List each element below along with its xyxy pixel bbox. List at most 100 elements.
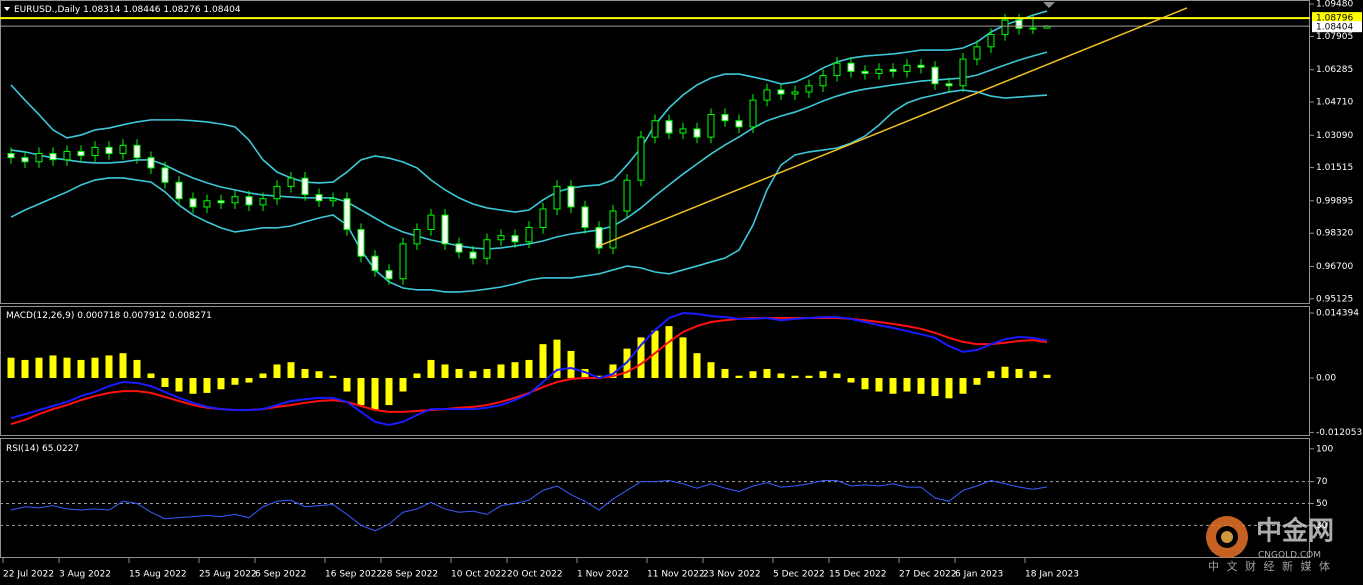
candle-body: [637, 136, 645, 181]
candle-body: [973, 46, 981, 60]
candle-body: [847, 62, 855, 72]
y-tick-label: 1.09480: [1316, 0, 1353, 10]
y-tick-label: 1.06285: [1316, 65, 1353, 75]
y-tick-label: 0.99895: [1316, 196, 1353, 206]
macd-bar: [525, 359, 533, 378]
candle-body: [665, 120, 673, 134]
candle-body: [343, 198, 351, 231]
macd-bar: [259, 373, 267, 378]
candle-body: [21, 157, 29, 163]
macd-bar: [749, 371, 757, 378]
macd-bar: [455, 368, 463, 378]
candle-body: [483, 239, 491, 259]
macd-bar: [875, 377, 883, 392]
candle-body: [413, 229, 421, 245]
candle-body: [301, 177, 309, 196]
candle-body: [77, 150, 85, 157]
watermark: 中金网 CNGOLD.COM 中 文 财 经 新 媒 体: [1206, 516, 1334, 573]
macd-bar: [357, 377, 365, 406]
macd-bar: [917, 377, 925, 394]
macd-bar: [1015, 368, 1023, 378]
candle-body: [231, 196, 239, 204]
y-tick-label: 100: [1316, 444, 1333, 454]
macd-bar: [469, 371, 477, 378]
trendline: [598, 7, 1188, 247]
macd-bar: [119, 353, 127, 378]
macd-bar: [161, 377, 169, 388]
candle-body: [623, 179, 631, 212]
macd-bar: [175, 377, 183, 392]
candle-body: [189, 198, 197, 208]
macd-bar: [133, 359, 141, 378]
macd-bar: [49, 355, 57, 378]
macd-bar: [609, 364, 617, 378]
candle-body: [441, 214, 449, 245]
candle-body: [49, 153, 57, 161]
candle-body: [819, 75, 827, 87]
macd-bar: [637, 337, 645, 378]
x-tick-label: 15 Dec 2022: [829, 570, 887, 580]
y-tick-label: 1.03090: [1316, 131, 1353, 141]
macd-bar: [63, 357, 71, 378]
y-tick-label: -0.012053: [1316, 428, 1362, 438]
macd-bar: [343, 377, 351, 392]
watermark-slogan: 中 文 财 经 新 媒 体: [1208, 559, 1332, 573]
candle-body: [651, 120, 659, 138]
candle-body: [791, 91, 799, 95]
candle-body: [105, 146, 113, 155]
level-label: 1.08796: [1316, 14, 1353, 24]
candle-body: [315, 194, 323, 202]
candle-body: [539, 208, 547, 228]
bollinger-upper: [10, 10, 1048, 213]
macd-bar: [903, 377, 911, 392]
candle-body: [987, 33, 995, 48]
rsi-header: RSI(14) 65.0227: [6, 444, 79, 454]
macd-line: [10, 311, 1048, 426]
menu-arrow: [4, 7, 10, 11]
x-tick-label: 11 Nov 2022: [647, 570, 705, 580]
level-label-bg: [1312, 12, 1362, 24]
macd-bar: [721, 368, 729, 378]
candle-body: [1029, 27, 1037, 30]
macd-bar: [819, 371, 827, 378]
macd-bar: [931, 377, 939, 397]
x-tick-label: 22 Jul 2022: [3, 570, 54, 580]
candle-body: [329, 198, 337, 202]
macd-bar: [567, 350, 575, 378]
macd-bar: [105, 355, 113, 378]
rsi-panel: [0, 438, 1310, 558]
macd-bar: [189, 377, 197, 394]
candle-body: [511, 235, 519, 243]
macd-bar: [413, 373, 421, 378]
candle-body: [567, 185, 575, 208]
rsi-title: RSI(14): [6, 444, 39, 454]
x-tick-label: 3 Aug 2022: [59, 570, 111, 580]
y-tick-label: 1.07905: [1316, 32, 1353, 42]
shift-marker: [1043, 2, 1055, 8]
macd-bar: [805, 375, 813, 378]
candle-body: [553, 185, 561, 210]
candle-body: [861, 70, 869, 74]
y-tick-label: 0.014394: [1316, 309, 1359, 319]
macd-bar: [217, 377, 225, 390]
candle-body: [763, 89, 771, 101]
x-tick-label: 1 Nov 2022: [577, 570, 629, 580]
candle-body: [273, 185, 281, 200]
candle-body: [875, 68, 883, 74]
rsi-value: 65.0227: [42, 444, 79, 454]
candle-body: [917, 64, 925, 68]
candle-body: [287, 177, 295, 187]
plot-area: [0, 3, 1314, 563]
macd-bar: [959, 377, 967, 394]
x-tick-label: 6 Sep 2022: [255, 570, 306, 580]
open-value: 1.08314: [83, 5, 120, 15]
macd-bar: [539, 344, 547, 378]
candle-body: [357, 229, 365, 257]
macd-bar: [581, 368, 589, 378]
x-tick-label: 18 Jan 2023: [1025, 570, 1079, 580]
x-tick-label: 25 Aug 2022: [199, 570, 257, 580]
candle-body: [371, 255, 379, 272]
bid-label: 1.08404: [1316, 23, 1353, 33]
macd-bar: [791, 375, 799, 378]
